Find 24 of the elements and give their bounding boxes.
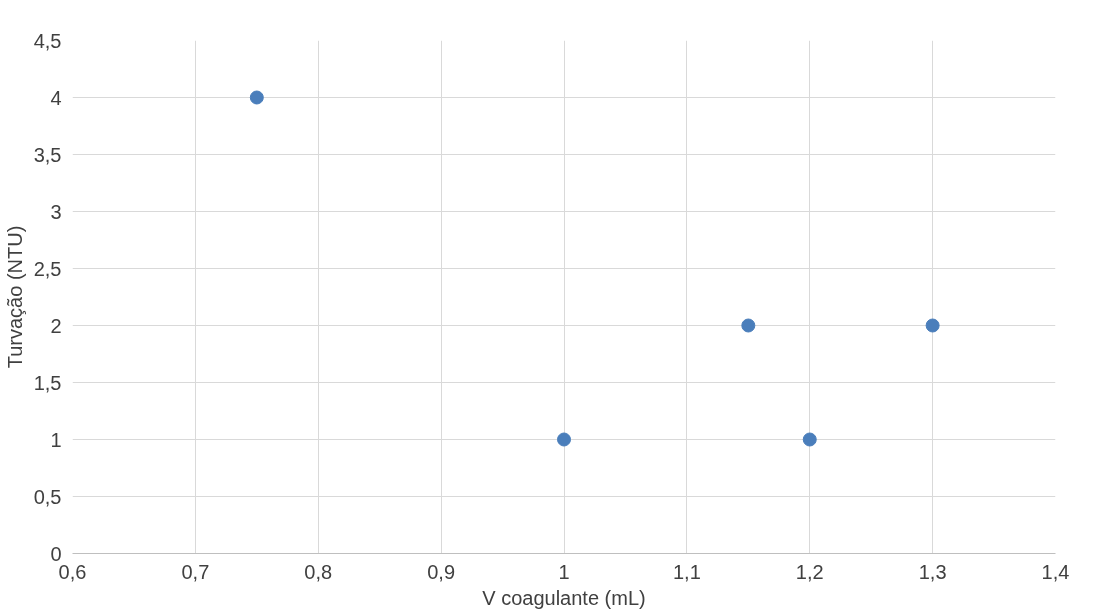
point bbox=[925, 318, 940, 333]
x-tick-label: 1,1 bbox=[672, 560, 701, 583]
y-tick-label: 1,5 bbox=[33, 371, 62, 394]
y-axis-title: Turvação (NTU) bbox=[3, 225, 26, 369]
y-tick-label: 4 bbox=[50, 86, 62, 109]
x-tick-label: 0,7 bbox=[181, 560, 210, 583]
y-tick-label: 3,5 bbox=[33, 143, 62, 166]
x-tick-label: 0,8 bbox=[304, 560, 333, 583]
y-tick-label: 2 bbox=[50, 314, 62, 337]
x-tick-label: 1 bbox=[558, 560, 570, 583]
x-tick-label: 1,3 bbox=[918, 560, 947, 583]
x-tick-label: 0,9 bbox=[427, 560, 456, 583]
y-tick-label: 2,5 bbox=[33, 257, 62, 280]
point bbox=[249, 90, 264, 105]
point bbox=[557, 432, 571, 447]
y-tick-label: 0,5 bbox=[33, 485, 62, 508]
x-tick-label: 1,4 bbox=[1041, 560, 1070, 583]
y-tick-label: 4,5 bbox=[33, 29, 62, 52]
point bbox=[802, 432, 817, 447]
x-tick-label: 1,2 bbox=[795, 560, 824, 583]
x-axis-title: V coagulante (mL) bbox=[482, 586, 646, 609]
y-tick-label: 3 bbox=[50, 200, 62, 223]
point bbox=[741, 318, 756, 333]
y-tick-label: 1 bbox=[50, 428, 62, 451]
